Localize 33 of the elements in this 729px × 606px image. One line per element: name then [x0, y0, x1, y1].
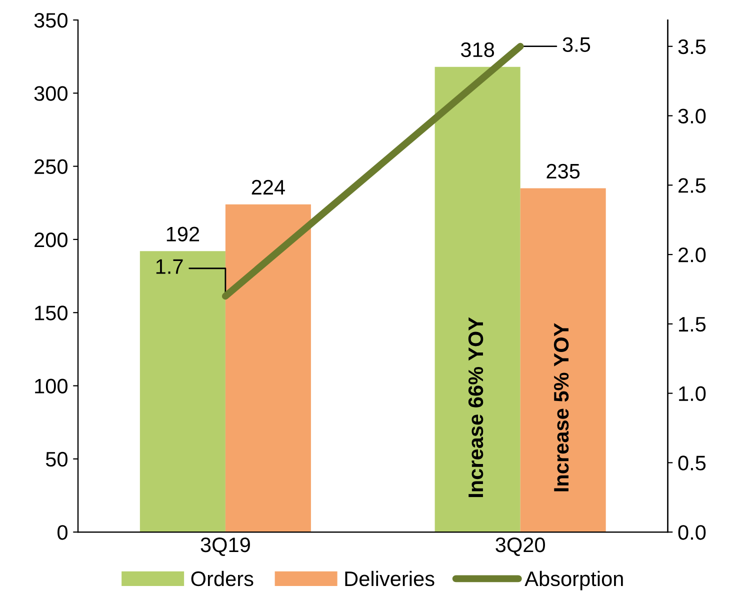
y2-tick-label: 1.0: [679, 386, 706, 402]
y-tick-label: 100: [35, 378, 68, 394]
bar: [434, 66, 520, 532]
y-tick-label: 200: [34, 232, 68, 248]
y-tick-label: 150: [35, 306, 68, 320]
y-tick-label: 350: [34, 13, 68, 28]
y-tick-label: 50: [46, 452, 68, 467]
y2-tick-label: 2.0: [678, 248, 706, 262]
y2-tick-label: 3.5: [678, 39, 706, 54]
data-label: 192: [166, 226, 200, 242]
y2-tick-label: 1.5: [679, 317, 706, 332]
bar: [225, 204, 311, 532]
data-label: 3.5: [562, 37, 590, 52]
legend-label: Absorption: [524, 570, 623, 590]
data-label: 224: [252, 180, 285, 194]
x-tick-label: 3Q19: [200, 537, 250, 556]
y2-tick-label: 2.5: [678, 178, 706, 193]
legend-label: Deliveries: [345, 570, 434, 586]
y2-tick-label: 0.5: [678, 456, 706, 470]
y-tick-label: 0: [58, 525, 68, 540]
data-label: 235: [546, 164, 580, 179]
y-tick-label: 250: [34, 159, 68, 174]
y2-tick-label: 0.0: [678, 525, 706, 540]
x-tick-label: 3Q20: [496, 537, 545, 556]
data-label: 1.7: [156, 259, 183, 274]
bar: [520, 188, 606, 532]
legend-label: Orders: [191, 570, 254, 586]
y-tick-label: 300: [34, 86, 68, 101]
annotation: Increase 5% YOY: [554, 323, 569, 492]
data-label: 318: [460, 42, 494, 58]
bar: [140, 251, 226, 532]
y2-tick-label: 3.0: [678, 108, 706, 124]
annotation: Increase 66% YOY: [468, 317, 484, 498]
